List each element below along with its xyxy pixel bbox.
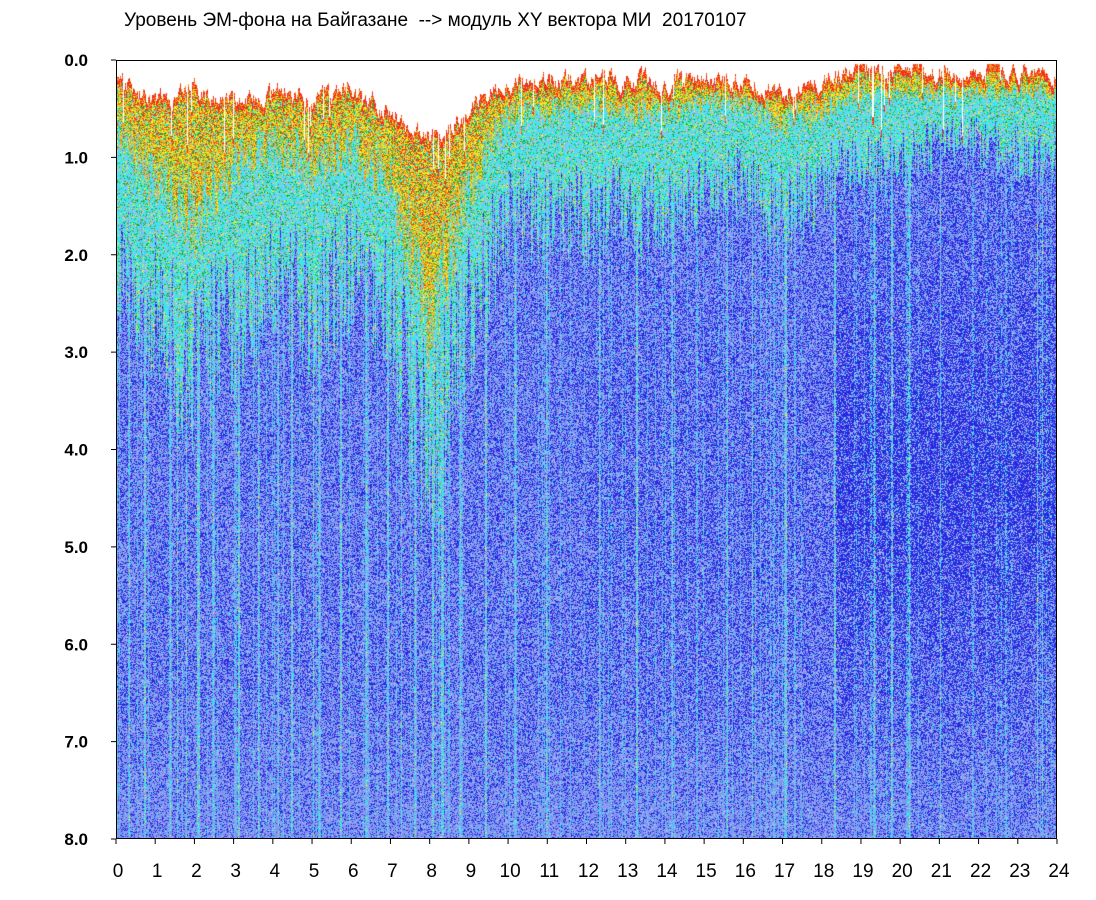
x-tick-label: 1 [152,861,163,882]
x-tick-label: 17 [774,861,795,882]
y-tick-label: 5.0 [64,538,88,557]
x-tick-label: 10 [500,861,521,882]
chart-title: Уровень ЭМ-фона на Байгазане --> модуль … [124,10,747,31]
x-axis-ticks: 0 1 2 3 4 5 6 7 8 9 10 11 12 13 14 15 16 17 18 19 20 21 22 23 24 [113,839,1070,882]
x-tick-label: 9 [466,861,477,882]
x-tick-label: 21 [931,861,952,882]
x-tick-label: 15 [696,861,717,882]
x-tick-label: 13 [617,861,638,882]
y-tick-label: 6.0 [64,635,88,654]
x-tick-label: 2 [191,861,202,882]
y-tick-label: 3.0 [64,343,88,362]
y-tick-label: 7.0 [64,733,88,752]
x-tick-label: 19 [852,861,873,882]
y-tick-label: 1.0 [64,148,88,167]
y-tick-label: 4.0 [64,441,88,460]
x-tick-label: 20 [892,861,913,882]
x-tick-label: 3 [230,861,241,882]
x-tick-label: 6 [348,861,359,882]
x-tick-label: 18 [813,861,834,882]
x-tick-label: 22 [970,861,991,882]
y-tick-label: 2.0 [64,246,88,265]
x-tick-label: 7 [387,861,398,882]
y-tick-label: 8.0 [64,830,88,849]
x-tick-label: 11 [539,861,559,882]
x-tick-label: 0 [113,861,124,882]
y-axis-ticks: 0.0 1.0 2.0 3.0 4.0 5.0 6.0 7.0 8.0 [64,51,116,849]
x-tick-label: 24 [1048,861,1070,882]
x-tick-label: 8 [426,861,437,882]
x-tick-label: 23 [1009,861,1030,882]
x-tick-label: 5 [309,861,320,882]
x-tick-label: 14 [656,861,678,882]
x-tick-label: 12 [578,861,599,882]
x-tick-label: 4 [270,861,281,882]
plot-area [116,60,1057,839]
x-tick-label: 16 [735,861,756,882]
y-tick-label: 0.0 [64,51,88,70]
spectrogram-heatmap [117,61,1056,838]
